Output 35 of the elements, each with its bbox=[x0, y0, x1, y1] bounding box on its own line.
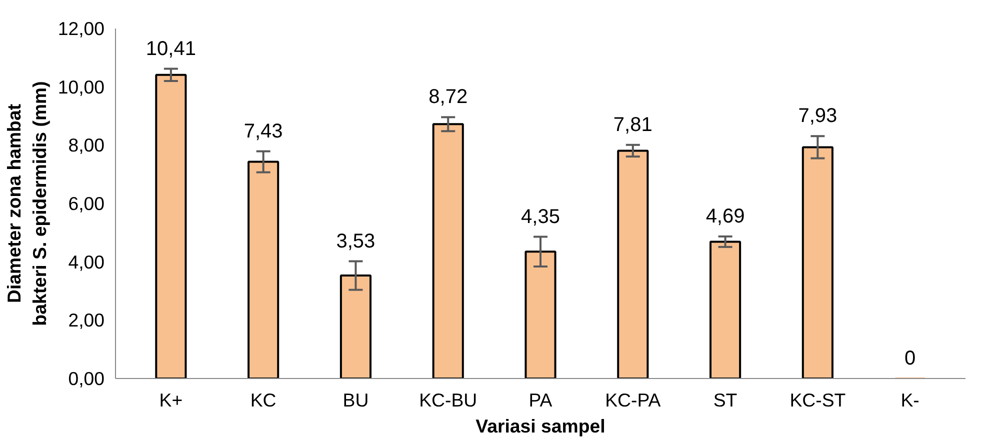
y-tick-label: 12,00 bbox=[58, 18, 104, 39]
x-tick-label: BU bbox=[342, 390, 369, 410]
data-label: 4,35 bbox=[521, 206, 560, 228]
bar bbox=[155, 74, 187, 378]
x-tick-label: K- bbox=[900, 390, 920, 410]
data-label: 7,93 bbox=[798, 105, 838, 128]
x-axis-title: Variasi sampel bbox=[476, 416, 606, 436]
x-tick-label: KC-BU bbox=[419, 390, 478, 410]
data-label: 4,69 bbox=[706, 205, 745, 228]
y-tick-label: 10,00 bbox=[58, 76, 104, 98]
y-tick-label: 2,00 bbox=[68, 310, 104, 331]
x-tick-label: KC bbox=[250, 390, 276, 410]
data-label: 3,53 bbox=[336, 230, 376, 252]
y-tick-label: 0,00 bbox=[68, 368, 104, 389]
y-tick-label: 6,00 bbox=[68, 193, 104, 214]
bar bbox=[617, 150, 649, 378]
bar bbox=[248, 160, 280, 378]
data-label: 10,41 bbox=[146, 38, 196, 60]
data-label: 0 bbox=[904, 348, 916, 370]
y-axis-title: Diameter zona hambat bakteri S. epidermidis (mm) bbox=[4, 81, 50, 326]
bar bbox=[432, 123, 464, 378]
bar bbox=[802, 146, 834, 378]
x-tick-label: K+ bbox=[159, 390, 183, 410]
data-label: 7,81 bbox=[613, 114, 652, 136]
x-tick-label: ST bbox=[713, 390, 738, 410]
bar bbox=[710, 240, 742, 378]
x-tick-label: KC-ST bbox=[790, 390, 846, 410]
bar bbox=[340, 274, 372, 378]
data-label: 8,72 bbox=[428, 86, 468, 108]
y-tick-label: 4,00 bbox=[68, 251, 104, 272]
data-label: 7,43 bbox=[244, 120, 283, 142]
x-tick-label: PA bbox=[528, 390, 553, 410]
y-tick-label: 8,00 bbox=[68, 134, 104, 156]
x-tick-label: KC-PA bbox=[605, 390, 662, 410]
bar bbox=[524, 250, 556, 378]
